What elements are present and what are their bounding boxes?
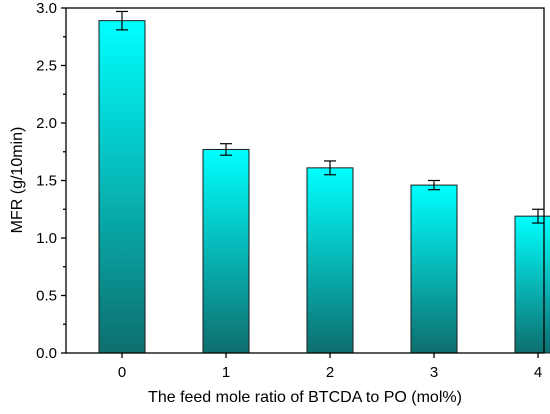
bar-1 <box>202 148 250 354</box>
bar-0 <box>98 20 146 354</box>
y-tick-label-2.5: 2.5 <box>36 58 57 75</box>
bar-3 <box>410 184 458 354</box>
y-axis: 0.0 0.5 1.0 1.5 2.0 2.5 3.0 <box>36 0 66 362</box>
error-bar-0 <box>116 10 128 31</box>
x-tick-label-3: 3 <box>430 364 438 381</box>
x-tick-label-0: 0 <box>118 364 126 381</box>
x-axis: 0 1 2 3 4 <box>118 353 542 381</box>
error-bars-layer <box>116 10 544 224</box>
error-bar-1 <box>220 143 232 156</box>
x-tick-label-4: 4 <box>534 364 542 381</box>
y-tick-label-1.5: 1.5 <box>36 173 57 190</box>
bars-layer <box>98 20 550 354</box>
x-tick-label-2: 2 <box>326 364 334 381</box>
bar-2 <box>306 167 354 354</box>
y-axis-title: MFR (g/10min) <box>9 127 26 234</box>
y-tick-label-3.0: 3.0 <box>36 0 57 17</box>
error-bar-3 <box>428 179 440 191</box>
x-axis-title: The feed mole ratio of BTCDA to PO (mol%… <box>148 389 462 406</box>
x-tick-label-1: 1 <box>222 364 230 381</box>
error-bar-4 <box>532 208 544 224</box>
error-bar-2 <box>324 160 336 176</box>
bar-4 <box>514 215 550 354</box>
y-tick-label-2.0: 2.0 <box>36 115 57 132</box>
y-tick-label-0.0: 0.0 <box>36 345 57 362</box>
y-tick-label-1.0: 1.0 <box>36 230 57 247</box>
y-tick-label-0.5: 0.5 <box>36 288 57 305</box>
